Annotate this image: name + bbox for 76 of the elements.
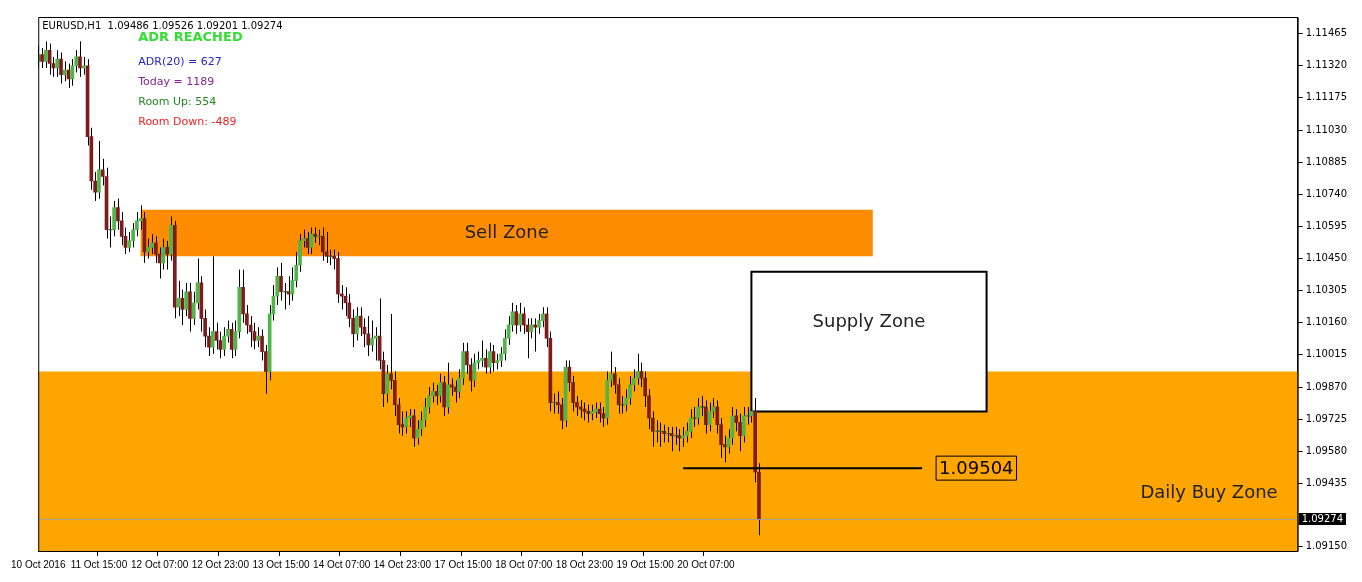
x-tick-label: 18 Oct 07:00 <box>495 558 553 570</box>
candlestick <box>688 408 693 439</box>
y-tick-label: 1.10015 <box>1305 348 1348 360</box>
candlestick <box>146 238 151 260</box>
y-tick-label: 1.09435 <box>1305 477 1348 489</box>
x-tick-label: 13 Oct 15:00 <box>252 558 311 570</box>
candlestick <box>44 40 48 69</box>
y-tick-label: 1.11175 <box>1305 91 1348 103</box>
y-tick-label: 1.09580 <box>1305 444 1348 456</box>
candlestick <box>514 304 519 335</box>
candlestick <box>696 397 701 426</box>
candlestick <box>279 262 283 302</box>
x-tick-label: 12 Oct 23:00 <box>191 558 250 570</box>
ref-line-label: 1.09274 <box>1301 512 1344 524</box>
y-tick-label: 1.09150 <box>1305 540 1348 552</box>
y-tick-label: 1.10305 <box>1305 284 1348 296</box>
y-tick-label: 1.11030 <box>1305 123 1348 135</box>
x-tick-label: 14 Oct 07:00 <box>313 558 371 570</box>
candlestick <box>150 233 154 255</box>
candlestick <box>165 240 170 271</box>
candlestick <box>552 393 557 415</box>
x-tick-label: 11 Oct 15:00 <box>70 558 128 570</box>
annotation: Today = 1189 <box>137 75 215 89</box>
annotation: ADR REACHED <box>138 28 243 44</box>
y-tick-label: 1.10595 <box>1305 219 1348 231</box>
candlestick <box>704 399 708 435</box>
candlestick <box>677 428 682 452</box>
y-tick-label: 1.10740 <box>1305 187 1348 199</box>
x-tick-label: 10 Oct 2016 <box>11 558 66 570</box>
annotation: Room Down: -489 <box>138 115 237 129</box>
annotation: Room Up: 554 <box>138 95 217 109</box>
x-tick-label: 17 Oct 15:00 <box>434 558 493 570</box>
x-tick-label: 18 Oct 23:00 <box>555 558 614 570</box>
x-tick-label: 12 Oct 07:00 <box>131 558 189 570</box>
candlestick <box>154 235 158 264</box>
candlestick <box>518 302 522 333</box>
candlestick <box>62 60 67 82</box>
candlestick <box>624 388 629 412</box>
candlestick <box>681 426 685 448</box>
candlestick <box>282 282 288 310</box>
candlestick <box>385 364 390 404</box>
candlestick <box>210 255 215 355</box>
candlestick <box>256 326 261 348</box>
band-label: Daily Buy Zone <box>1140 481 1278 503</box>
candlestick <box>131 222 135 248</box>
y-tick-label: 1.10160 <box>1305 316 1348 328</box>
candlestick <box>366 315 371 357</box>
candlestick <box>55 49 60 78</box>
x-tick-label: 19 Oct 15:00 <box>616 558 675 570</box>
ref-line-label: 1.09504 <box>939 456 1014 478</box>
band-label: Supply Zone <box>812 309 926 331</box>
candlestick <box>521 306 526 335</box>
candlestick <box>370 320 374 353</box>
candlestick <box>685 421 689 443</box>
y-tick-label: 1.11465 <box>1305 27 1348 39</box>
candlestick <box>59 51 63 84</box>
candlestick <box>707 402 712 432</box>
candlestick <box>229 322 234 359</box>
candlestick <box>127 231 132 253</box>
x-tick-label: 20 Oct 07:00 <box>677 558 735 570</box>
candlestick <box>620 395 625 415</box>
y-tick-label: 1.10450 <box>1305 252 1348 264</box>
candlestick <box>78 40 82 78</box>
y-tick-label: 1.10885 <box>1305 155 1348 167</box>
candlestick <box>734 408 739 432</box>
candlestick <box>222 326 226 357</box>
candlestick <box>738 413 742 452</box>
annotation: ADR(20) = 627 <box>138 55 222 69</box>
candlestick <box>97 140 101 200</box>
y-tick-label: 1.11320 <box>1305 59 1348 71</box>
candlestick <box>533 317 538 353</box>
chart-title: EURUSD,H1 1.09486 1.09526 1.09201 1.09274 <box>42 19 283 31</box>
y-tick-label: 1.09725 <box>1305 412 1348 424</box>
band-label: Sell Zone <box>464 220 549 242</box>
y-tick-label: 1.09870 <box>1305 380 1348 392</box>
x-tick-label: 14 Oct 23:00 <box>373 558 432 570</box>
